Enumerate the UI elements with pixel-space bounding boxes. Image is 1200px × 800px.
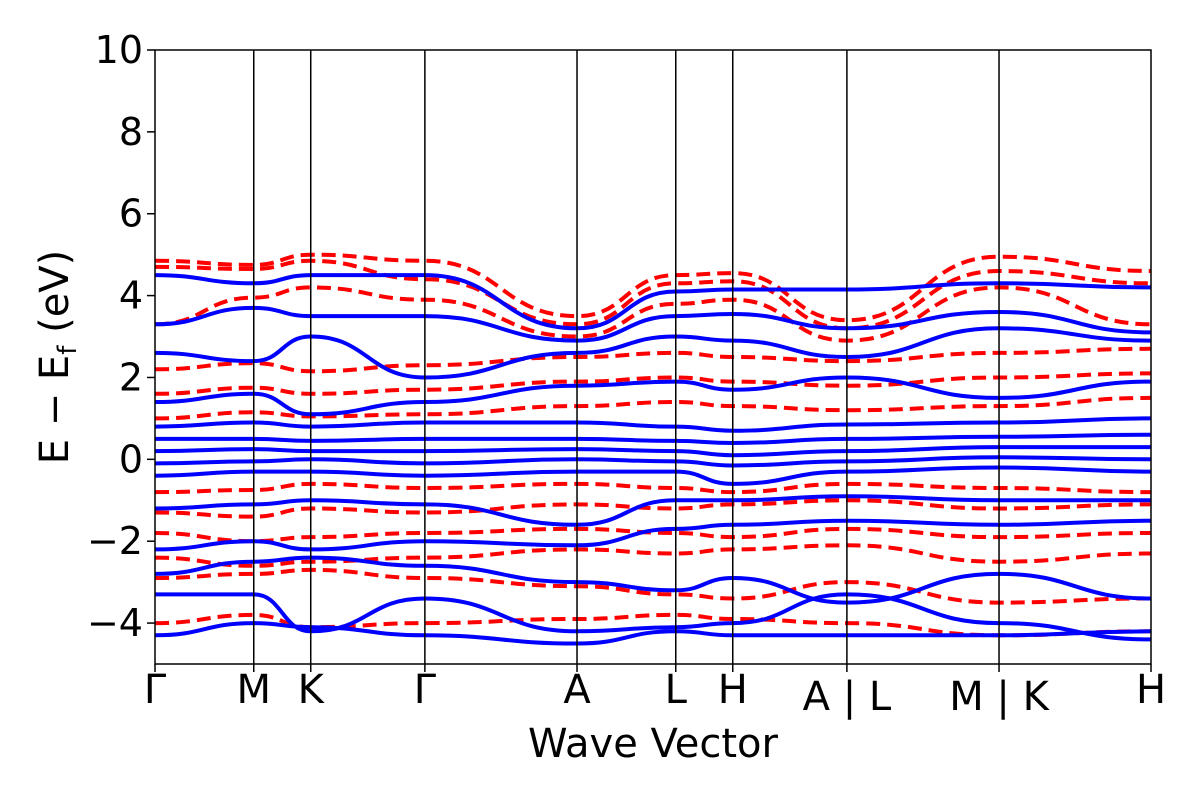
dashed-band-line xyxy=(155,395,1151,421)
x-tick-label: A xyxy=(563,667,591,713)
solid-band-line xyxy=(155,555,1151,605)
dashed-band-line xyxy=(155,526,1151,544)
dashed-band-line xyxy=(155,498,1151,519)
x-tick-label: A | L xyxy=(803,674,892,720)
y-tick-label: 6 xyxy=(119,192,143,236)
dashed-band-line xyxy=(155,371,1151,396)
solid-band-line xyxy=(155,455,1151,468)
y-axis-label-unit: (eV) xyxy=(32,250,78,346)
dashed-band-line xyxy=(155,258,1151,331)
dashed-band-line xyxy=(155,252,1151,323)
solid-band-line xyxy=(155,494,1151,527)
solid-band-line xyxy=(155,416,1151,433)
x-tick-label: H xyxy=(1136,667,1166,713)
solid-band-line xyxy=(155,621,1151,646)
solid-band-line xyxy=(155,445,1151,458)
y-axis-ticks: −4 −2 0 2 4 6 8 10 xyxy=(87,28,155,645)
y-tick-label: −2 xyxy=(87,519,143,563)
solid-band-line xyxy=(155,375,1151,417)
solid-band-line xyxy=(155,518,1151,552)
x-tick-label: K xyxy=(298,667,326,713)
y-tick-label: 10 xyxy=(95,28,143,72)
dashed-band-line xyxy=(155,543,1151,568)
dashed-band-line xyxy=(155,567,1151,605)
y-tick-label: 0 xyxy=(119,437,143,481)
dashed-band-line xyxy=(155,612,1151,638)
y-tick-label: 8 xyxy=(119,110,143,154)
solid-band-line xyxy=(155,305,1151,343)
x-tick-label: Γ xyxy=(144,667,167,713)
y-axis-label-subscript: f xyxy=(53,345,83,355)
x-axis-label: Wave Vector xyxy=(528,721,779,767)
solid-band-line xyxy=(155,273,1151,331)
solid-band-line xyxy=(155,326,1151,380)
x-tick-label: L xyxy=(665,667,688,713)
x-tick-label: H xyxy=(718,667,748,713)
y-tick-label: 4 xyxy=(119,274,143,318)
dashed-band-line xyxy=(155,346,1151,374)
y-axis-label-main: E − E xyxy=(32,355,78,465)
x-tick-label: M | K xyxy=(949,674,1050,720)
plot-frame xyxy=(154,49,1152,665)
dashed-band-line xyxy=(155,481,1151,495)
high-symmetry-lines xyxy=(252,50,1000,664)
y-axis-label: E − Ef (eV) xyxy=(32,250,83,465)
solid-band-line xyxy=(155,432,1151,446)
x-tick-label: M xyxy=(236,667,271,713)
band-lines xyxy=(155,252,1151,646)
y-tick-label: 2 xyxy=(119,355,143,399)
x-tick-label: Γ xyxy=(414,667,437,713)
y-tick-label: −4 xyxy=(87,601,143,645)
solid-band-line xyxy=(155,465,1151,486)
